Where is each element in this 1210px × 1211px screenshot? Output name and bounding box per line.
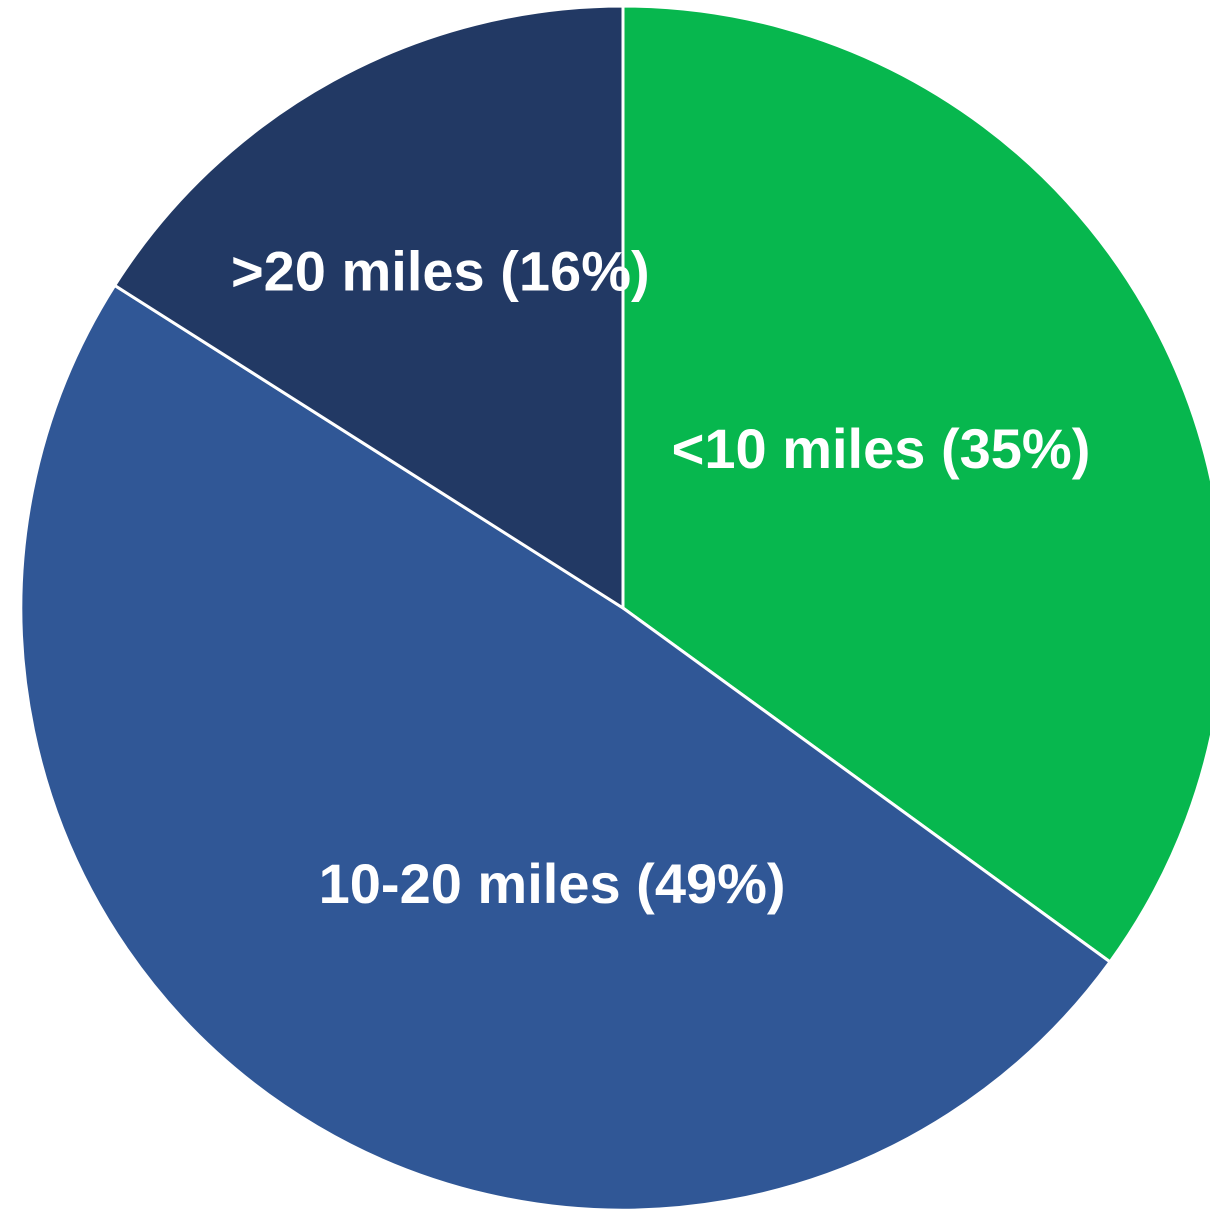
pie-slice-label-1: 10-20 miles (49%) bbox=[319, 852, 786, 915]
pie-labels: <10 miles (35%) 10-20 miles (49%) >20 mile… bbox=[231, 239, 1090, 914]
pie-slices bbox=[19, 4, 1210, 1211]
pie-slice-label-2: >20 miles (16%) bbox=[231, 239, 650, 302]
pie-slice-1 bbox=[19, 283, 1113, 1211]
pie-slice-2 bbox=[112, 4, 625, 611]
pie-slice-0 bbox=[621, 4, 1210, 964]
pie-slice-label-0: <10 miles (35%) bbox=[672, 417, 1091, 480]
